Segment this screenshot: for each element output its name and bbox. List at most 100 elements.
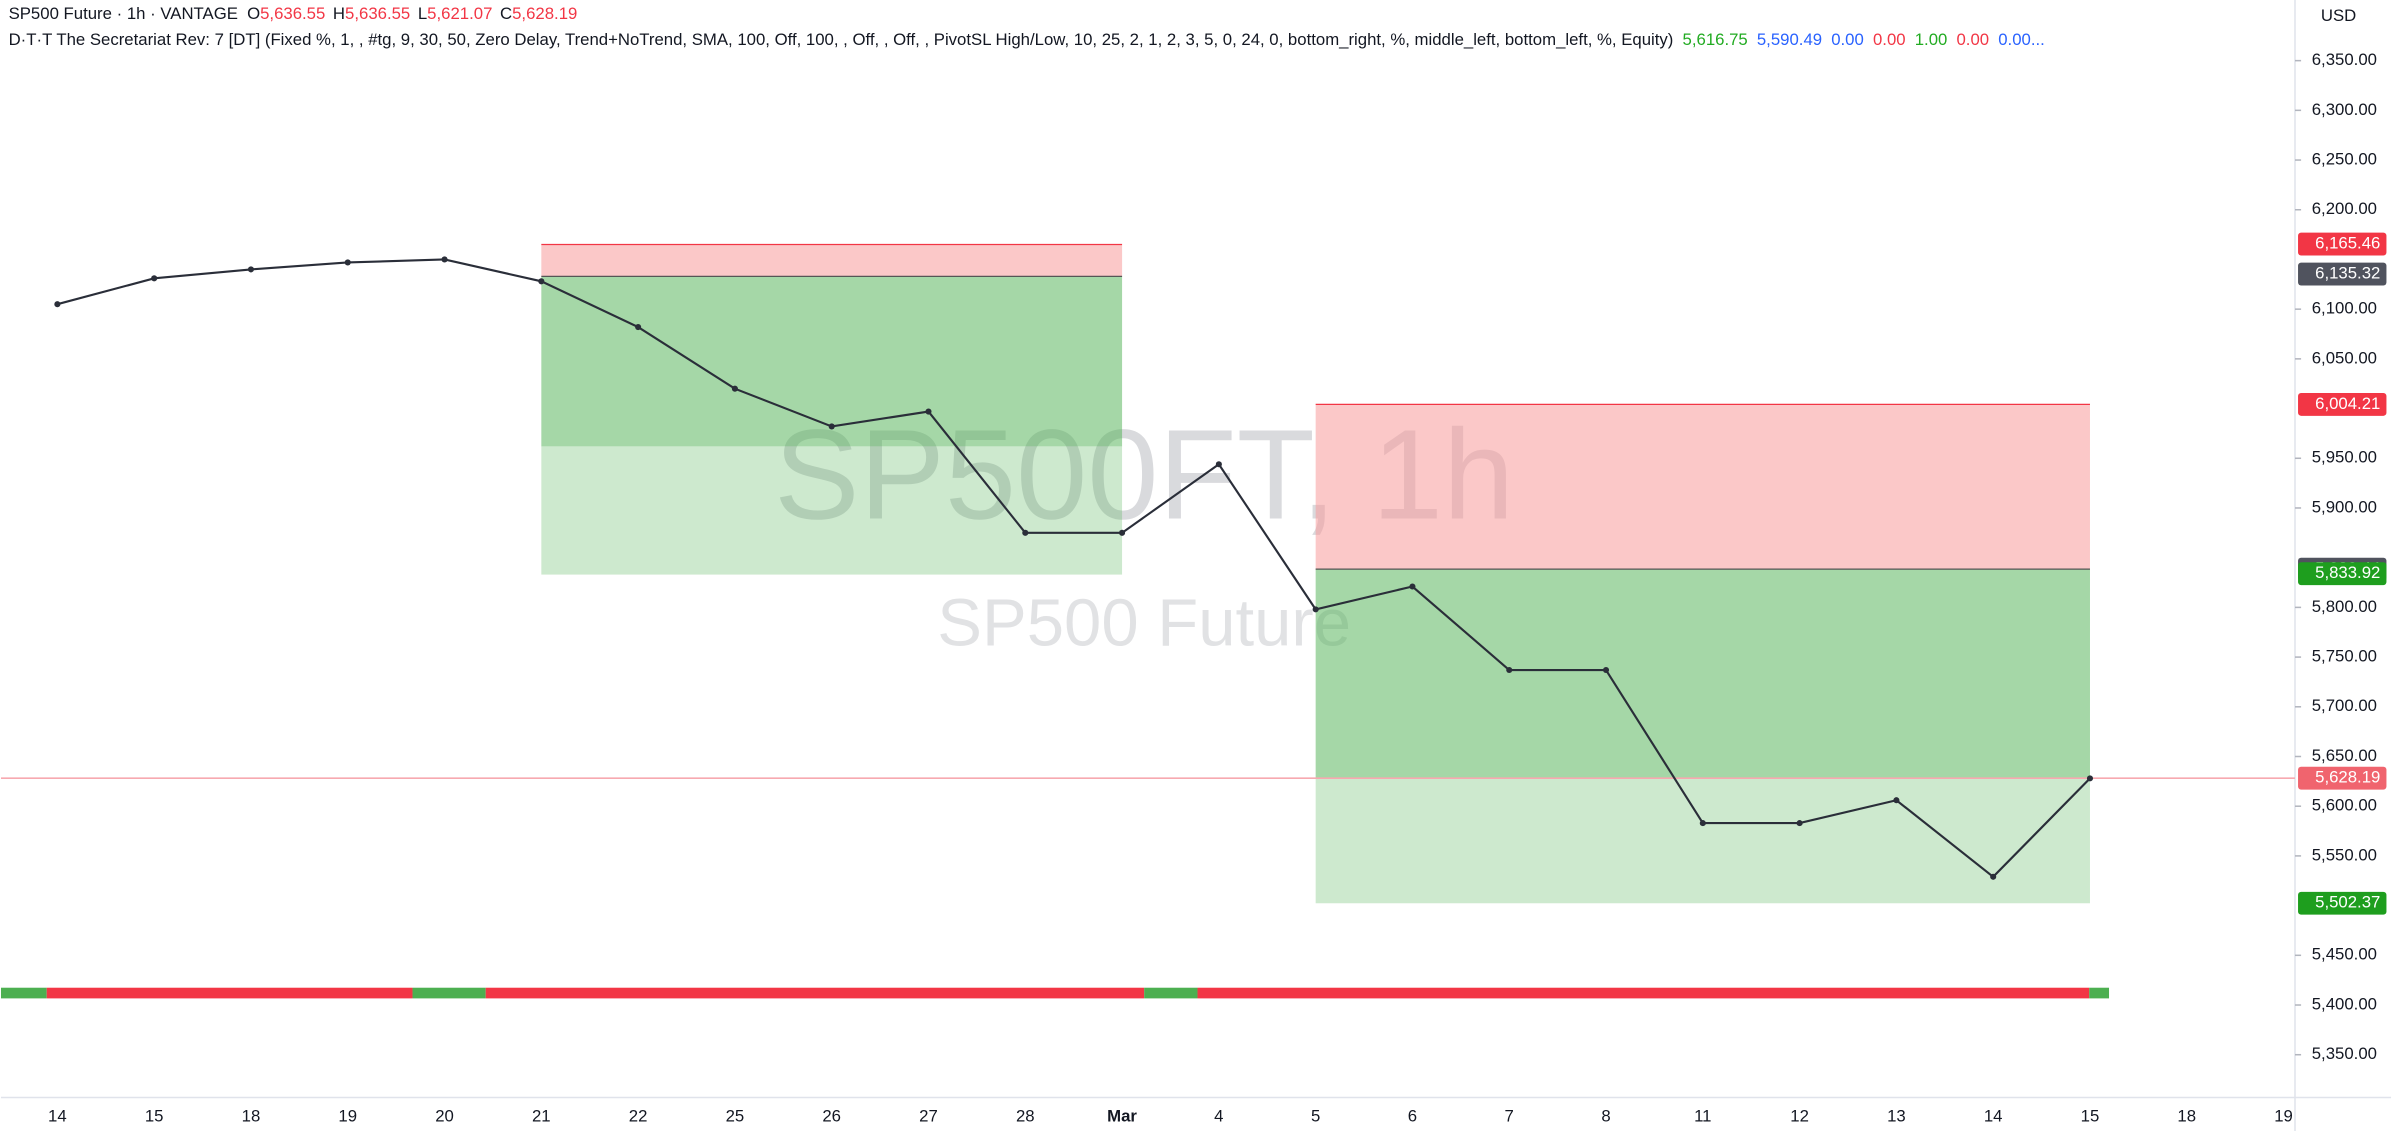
y-tick-label: 5,700.00: [2312, 696, 2377, 715]
y-tick-label: 5,800.00: [2312, 597, 2377, 616]
price-point: [441, 256, 448, 263]
signal-strip: [0, 987, 2110, 999]
price-point: [731, 385, 738, 392]
y-tick-label: 5,900.00: [2312, 497, 2377, 516]
trade-zone: [1315, 569, 2090, 779]
price-point: [635, 324, 642, 331]
y-tick-label: 6,350.00: [2312, 50, 2377, 69]
ohlc-key: C: [500, 5, 512, 24]
trade-zone: [541, 446, 1123, 575]
trade-zone: [1315, 778, 2090, 904]
price-point: [2086, 775, 2094, 782]
strip-segment: [0, 987, 47, 999]
y-tick-label: 5,650.00: [2312, 746, 2377, 765]
strip-segment: [2089, 987, 2110, 999]
indicator-line: D·T·T The Secretariat Rev: 7 [DT] (Fixed…: [9, 31, 2045, 50]
indicator-value: 1.00: [1915, 31, 1948, 50]
price-label: 6,004.21: [2315, 394, 2380, 413]
price-point: [1699, 820, 1706, 827]
price-label-box: [2298, 262, 2387, 286]
y-tick-label: 5,550.00: [2312, 845, 2377, 864]
x-tick-label: 18: [242, 1107, 261, 1126]
strip-segment: [412, 987, 486, 999]
price-line: [57, 258, 2091, 879]
ohlc-key: O: [247, 5, 260, 24]
strip-segment: [46, 987, 413, 999]
x-tick-label: 18: [2177, 1107, 2196, 1126]
price-point: [247, 266, 255, 273]
x-tick-label: 28: [1016, 1107, 1035, 1126]
strip-segment: [1197, 987, 2090, 999]
price-point: [344, 259, 351, 266]
price-label-box: [2298, 232, 2387, 256]
strip-segment: [485, 987, 1145, 999]
x-tick-label: 27: [919, 1107, 938, 1126]
ohlc-key: L: [418, 5, 427, 24]
x-tick-label: 20: [435, 1107, 454, 1126]
indicator-value: 5,616.75: [1683, 31, 1748, 50]
indicator-name: D·T·T The Secretariat Rev: 7 [DT] (Fixed…: [9, 31, 1674, 50]
ohlc-value: 5,636.55: [260, 5, 325, 24]
price-label-box: [2298, 766, 2387, 790]
price-label: 5,628.19: [2315, 768, 2380, 787]
currency-label: USD: [2321, 6, 2356, 25]
price-label: 6,165.46: [2315, 234, 2380, 253]
price-point: [1990, 873, 1997, 880]
x-tick-label: 26: [822, 1107, 841, 1126]
x-tick-label: 25: [726, 1107, 745, 1126]
x-tick-label: 7: [1505, 1107, 1514, 1126]
price-point: [1796, 820, 1803, 827]
price-point: [538, 278, 545, 285]
x-tick-label: 21: [532, 1107, 551, 1126]
strip-segment: [1144, 987, 1198, 999]
ohlc-value: 5,621.07: [427, 5, 492, 24]
price-label-box: [2298, 562, 2387, 586]
y-tick-label: 5,950.00: [2312, 448, 2377, 467]
price-point: [1506, 666, 1513, 674]
price-point: [925, 408, 932, 415]
y-tick-label: 5,400.00: [2312, 994, 2377, 1013]
x-tick-label: 22: [629, 1107, 648, 1126]
y-tick-label: 5,750.00: [2312, 647, 2377, 666]
price-label: 5,502.37: [2315, 893, 2380, 912]
price-point: [54, 301, 61, 308]
price-label-box: [2298, 392, 2387, 416]
header: SP500 Future · 1h · VANTAGE O5,636.55 H5,6…: [9, 5, 578, 24]
y-tick-label: 6,300.00: [2312, 100, 2377, 119]
x-tick-label: 6: [1408, 1107, 1417, 1126]
ohlc-value: 5,636.55: [345, 5, 410, 24]
indicator-value: 0.00: [1873, 31, 1906, 50]
x-tick-label: 19: [2274, 1107, 2293, 1126]
price-point: [1215, 461, 1222, 468]
trade-zone: [541, 276, 1123, 447]
ohlc-key: H: [333, 5, 345, 24]
y-tick-label: 6,100.00: [2312, 299, 2377, 318]
y-tick-label: 6,250.00: [2312, 149, 2377, 168]
y-tick-label: 5,600.00: [2312, 796, 2377, 815]
ohlc-value: 5,628.19: [512, 5, 577, 24]
watermark: SP500 Future: [937, 586, 1351, 661]
x-tick-label: 8: [1601, 1107, 1610, 1126]
price-label: 6,135.32: [2315, 263, 2380, 282]
x-tick-label: 14: [1984, 1107, 2003, 1126]
symbol-title: SP500 Future · 1h · VANTAGE: [9, 5, 238, 24]
price-point: [1602, 666, 1610, 674]
price-point: [1312, 606, 1319, 613]
y-tick-label: 6,050.00: [2312, 348, 2377, 367]
price-point: [1893, 797, 1900, 804]
price-point: [1409, 583, 1416, 590]
y-tick-label: 5,350.00: [2312, 1044, 2377, 1063]
x-tick-label: 11: [1694, 1107, 1711, 1126]
trade-zone: [541, 244, 1123, 277]
x-tick-label: 5: [1311, 1107, 1320, 1126]
y-tick-label: 5,450.00: [2312, 945, 2377, 964]
price-point: [828, 423, 835, 430]
x-tick-label: 15: [145, 1107, 164, 1126]
indicator-value: 5,590.49: [1757, 31, 1822, 50]
x-tick-label: 19: [338, 1107, 357, 1126]
price-point: [151, 275, 158, 282]
x-tick-label: Mar: [1107, 1107, 1137, 1126]
indicator-value: 0.00...: [1998, 31, 2045, 50]
x-tick-label: 13: [1887, 1107, 1906, 1126]
